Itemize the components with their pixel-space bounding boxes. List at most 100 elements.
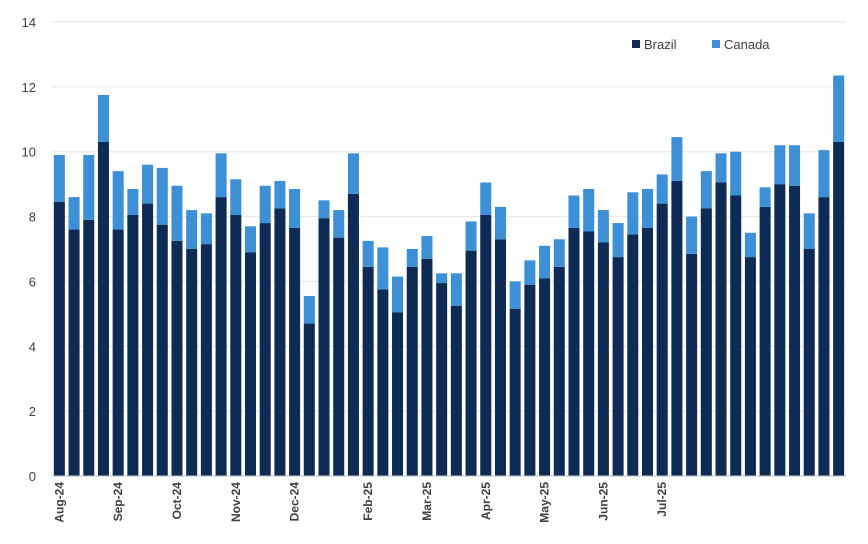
bar-brazil — [377, 289, 389, 476]
bar-brazil — [68, 229, 80, 476]
gridlines — [52, 21, 846, 412]
bar-canada — [362, 240, 374, 267]
bar-brazil — [730, 195, 742, 476]
bar-brazil — [436, 283, 448, 476]
y-tick-label: 8 — [29, 210, 36, 225]
bar-canada — [818, 150, 830, 198]
bar-canada — [803, 213, 815, 249]
bar-canada — [244, 226, 257, 253]
bar-brazil — [539, 278, 551, 476]
bar-brazil — [392, 312, 404, 476]
x-tick-label: Jun-25 — [596, 482, 610, 521]
bar-canada — [730, 151, 742, 196]
bar-canada — [259, 185, 271, 224]
bar-canada — [318, 200, 330, 219]
y-tick-label: 2 — [29, 404, 36, 419]
bar-brazil — [406, 266, 418, 476]
bar-canada — [436, 273, 448, 284]
bar-brazil — [333, 237, 345, 476]
bar-canada — [671, 137, 683, 181]
bar-brazil — [568, 227, 580, 476]
bar-brazil — [259, 223, 271, 476]
legend-label-canada: Canada — [724, 37, 770, 52]
bar-brazil — [347, 193, 359, 476]
x-tick-label: Nov-24 — [229, 482, 243, 522]
bar-brazil — [142, 203, 154, 476]
bar-canada — [333, 210, 345, 238]
bar-canada — [289, 189, 301, 228]
x-tick-label: Sep-24 — [111, 482, 125, 522]
bar-brazil — [715, 182, 727, 476]
bar-brazil — [53, 201, 65, 476]
bar-canada — [833, 75, 845, 142]
bar-brazil — [759, 206, 771, 477]
bar-canada — [612, 223, 624, 258]
bar-canada — [421, 236, 433, 259]
bar-canada — [406, 249, 418, 267]
bar-canada — [641, 189, 654, 228]
x-axis-tick-labels: Aug-24 Sep-24 Oct-24 Nov-24 Dec-24 Feb-25 Mar-… — [52, 482, 669, 523]
bar-brazil — [641, 227, 654, 476]
bar-canada — [230, 179, 242, 215]
bar-canada — [303, 296, 315, 324]
bar-canada — [127, 189, 139, 215]
legend: Brazil Canada — [632, 37, 770, 52]
bar-brazil — [200, 244, 212, 476]
bar-canada — [200, 213, 212, 245]
bar-brazil — [818, 197, 830, 476]
bar-brazil — [612, 257, 624, 476]
bar-canada — [274, 180, 286, 209]
bar-brazil — [171, 240, 183, 476]
bars — [53, 75, 845, 477]
x-tick-label: Jul-25 — [655, 482, 669, 517]
bar-canada — [700, 171, 712, 209]
legend-swatch-brazil — [632, 40, 640, 48]
bar-canada — [112, 171, 124, 230]
bar-brazil — [774, 184, 786, 476]
bar-brazil — [524, 284, 536, 476]
bar-brazil — [303, 323, 315, 476]
bar-canada — [156, 167, 168, 225]
bar-brazil — [671, 180, 683, 476]
bar-brazil — [803, 249, 815, 476]
bar-brazil — [421, 258, 433, 476]
y-tick-label: 4 — [29, 339, 36, 354]
bar-canada — [744, 232, 756, 258]
y-tick-label: 12 — [22, 80, 36, 95]
bar-brazil — [450, 305, 462, 476]
bar-brazil — [789, 185, 801, 476]
bar-canada — [553, 239, 565, 267]
y-tick-label: 14 — [22, 15, 36, 30]
bar-brazil — [186, 249, 198, 476]
bar-brazil — [230, 214, 242, 476]
y-tick-label: 10 — [22, 145, 36, 160]
bar-brazil — [112, 229, 124, 476]
bar-brazil — [465, 250, 477, 476]
bar-brazil — [480, 214, 492, 476]
bar-canada — [480, 182, 492, 215]
bar-canada — [597, 210, 609, 243]
bar-canada — [583, 189, 595, 232]
bar-canada — [347, 153, 359, 194]
bar-canada — [524, 260, 536, 285]
bar-brazil — [553, 266, 565, 476]
bar-canada — [186, 210, 198, 249]
bar-canada — [97, 94, 109, 142]
bar-brazil — [494, 239, 506, 476]
bar-canada — [686, 216, 698, 254]
x-tick-label: May-25 — [538, 482, 552, 523]
bar-brazil — [274, 208, 286, 476]
bar-canada — [171, 185, 183, 241]
x-tick-label: Mar-25 — [420, 482, 434, 521]
bar-brazil — [156, 224, 168, 476]
bar-canada — [627, 192, 639, 235]
x-tick-label: Apr-25 — [479, 482, 493, 520]
bar-canada — [715, 153, 727, 183]
bar-brazil — [744, 257, 756, 476]
bar-brazil — [244, 252, 257, 476]
legend-label-brazil: Brazil — [644, 37, 677, 52]
x-tick-label: Dec-24 — [288, 482, 302, 522]
bar-canada — [759, 187, 771, 207]
bar-canada — [656, 174, 668, 204]
bar-canada — [450, 273, 462, 306]
